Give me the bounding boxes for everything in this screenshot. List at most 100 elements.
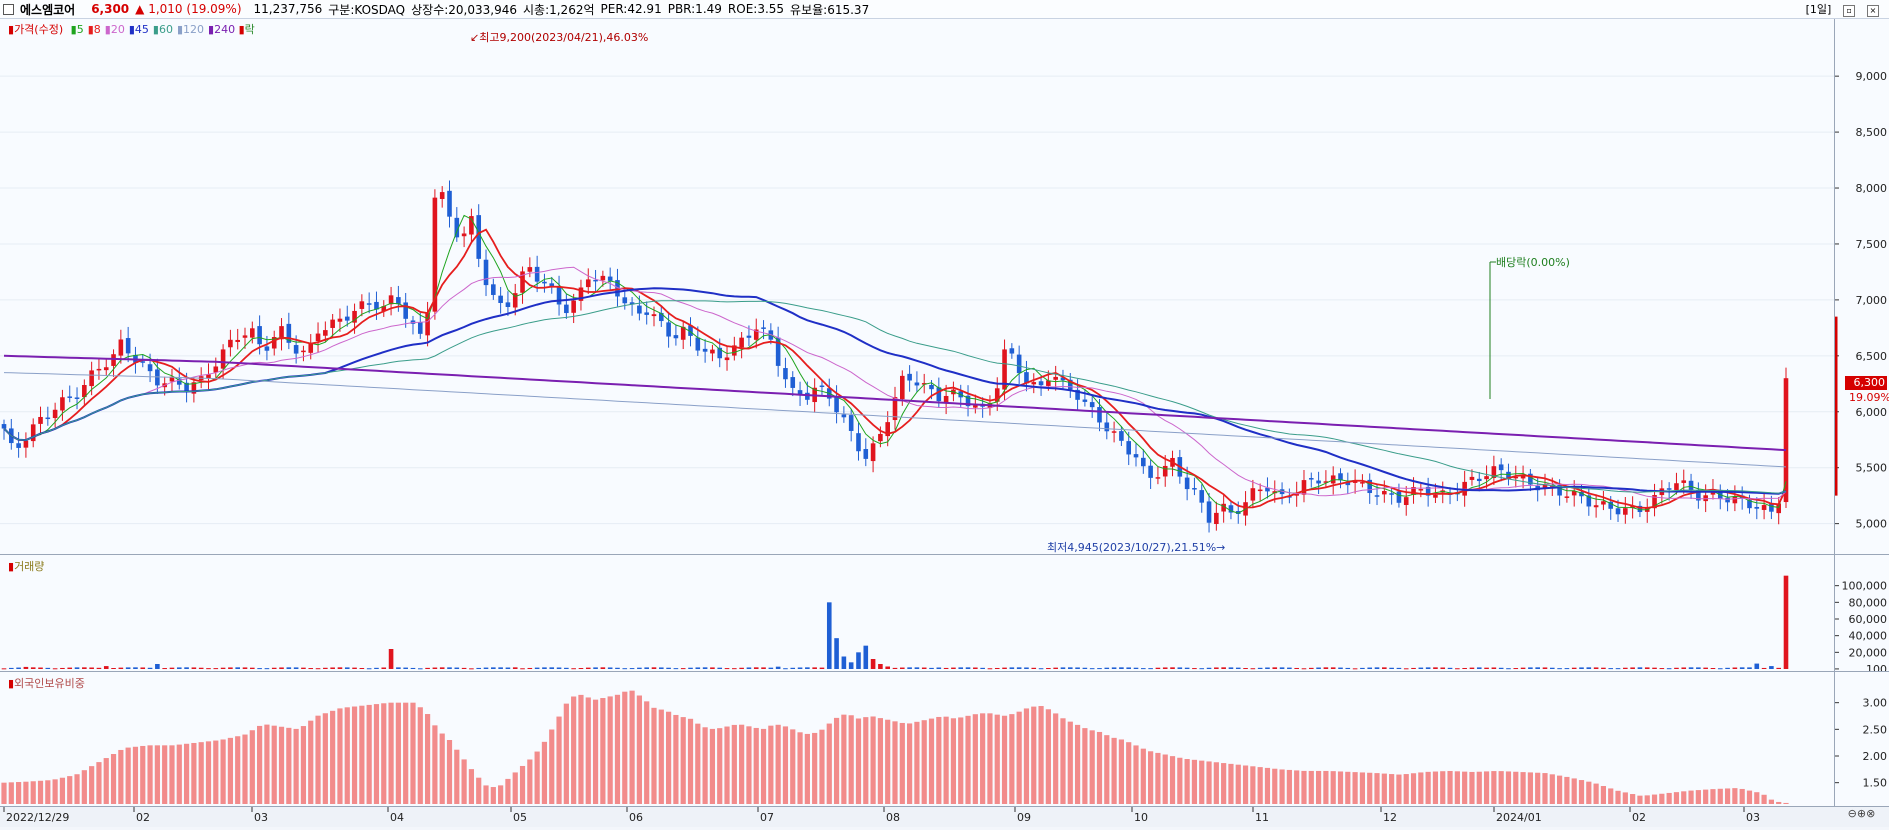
foreign-chart[interactable] <box>0 672 1834 806</box>
candle <box>819 380 825 395</box>
ma-legend-8: ▮8 <box>87 23 101 36</box>
volume-bar <box>52 668 58 670</box>
price-chart[interactable] <box>0 19 1834 554</box>
candle <box>410 315 416 335</box>
volume-chart[interactable] <box>0 555 1834 671</box>
candle <box>841 406 847 423</box>
restore-icon[interactable]: ▫ <box>1843 5 1856 17</box>
foreign-bar <box>1206 761 1212 804</box>
foreign-bar <box>1556 775 1563 804</box>
price-tick-label: 5,500 <box>1856 462 1888 475</box>
volume-bar <box>1126 667 1132 669</box>
candle <box>600 270 606 287</box>
low-label: 최저4,945(2023/10/27),21.51% <box>1047 541 1217 554</box>
volume-bar <box>257 668 262 670</box>
candle <box>38 406 43 436</box>
foreign-bar <box>439 733 445 804</box>
candle <box>520 266 525 304</box>
volume-bar <box>1206 667 1212 669</box>
candle <box>775 326 781 377</box>
volume-bar <box>359 667 365 669</box>
foreign-bar <box>395 702 401 804</box>
volume-bar <box>1776 667 1781 669</box>
foreign-bar <box>300 726 307 804</box>
foreign-bar <box>980 713 986 804</box>
volume-bar <box>1316 667 1321 669</box>
price-tick-label: 7,500 <box>1856 238 1888 251</box>
foreign-bar <box>1739 788 1745 804</box>
period-selector[interactable]: [1일] <box>1805 3 1832 16</box>
foreign-bar <box>1184 759 1190 804</box>
volume-bar <box>1323 667 1329 669</box>
volume-bar <box>921 667 927 669</box>
close-icon[interactable]: × <box>1867 5 1879 17</box>
volume-bar <box>1710 667 1716 669</box>
foreign-bar <box>592 699 599 804</box>
candle <box>739 331 744 359</box>
candle <box>1623 497 1628 524</box>
volume-bar <box>417 668 423 670</box>
foreign-bar <box>191 742 197 804</box>
candle <box>1345 472 1351 494</box>
candle <box>1009 343 1015 359</box>
candle <box>228 329 233 357</box>
volume-bar <box>1155 667 1161 669</box>
foreign-bar <box>1096 731 1103 804</box>
foreign-bar <box>1337 771 1344 804</box>
volume-bar <box>176 667 182 669</box>
candle <box>1228 500 1234 520</box>
volume-bar <box>863 645 869 669</box>
volume-bar <box>1243 668 1248 670</box>
foreign-bar <box>424 714 431 804</box>
volume-bar <box>1440 667 1446 669</box>
select-checkbox[interactable] <box>3 3 14 15</box>
price-tick-label: 6,000 <box>1856 406 1888 419</box>
zoom-controls[interactable]: ⊖⊕⊗ <box>1834 806 1889 827</box>
volume-bar <box>1761 667 1767 669</box>
candle <box>425 301 430 347</box>
foreign-bar <box>1644 795 1650 804</box>
volume-bar <box>900 667 905 669</box>
price-panel: ▮가격(수정) ▮5 ▮8 ▮20 ▮45 ▮60 ▮120 ▮240 ▮락 ↙최고9,20… <box>0 19 1834 555</box>
volume-bar <box>1542 667 1548 669</box>
volume-bar <box>1506 668 1511 670</box>
ma-60-line <box>3 300 1787 494</box>
foreign-bar <box>833 717 840 804</box>
candle <box>176 367 182 390</box>
foreign-bar <box>1374 773 1380 804</box>
volume-bar <box>1462 667 1467 669</box>
volume-tick-label: 60,000 <box>1849 613 1888 626</box>
volume-bar <box>1703 667 1708 669</box>
current-price-tag: 6,300 <box>1845 376 1887 390</box>
foreign-bar <box>366 704 372 804</box>
price-tick-label: 8,000 <box>1856 182 1888 195</box>
foreign-bar <box>527 759 533 804</box>
volume-bar <box>1425 667 1431 669</box>
foreign-bar <box>928 718 935 804</box>
low-annotation: 최저4,945(2023/10/27),21.51%→ <box>1047 541 1226 554</box>
candle <box>892 386 898 430</box>
foreign-bar <box>490 787 496 804</box>
volume-bar <box>374 667 379 669</box>
foreign-bar <box>45 780 51 804</box>
candle <box>1440 481 1446 504</box>
volume-bar <box>951 667 956 669</box>
ma-legend: ▮5 ▮8 ▮20 ▮45 ▮60 ▮120 ▮240 <box>67 23 235 36</box>
foreign-bar <box>432 725 438 804</box>
date-tick-label: 11 <box>1255 811 1269 824</box>
candle <box>564 293 569 319</box>
volume-bar <box>410 667 416 669</box>
volume-bar <box>1732 667 1738 669</box>
foreign-bar <box>585 697 591 804</box>
foreign-bar <box>1221 763 1227 804</box>
candle <box>1060 369 1066 389</box>
market-type: 구분:KOSDAQ <box>328 2 406 17</box>
candle <box>1389 486 1394 505</box>
foreign-bar <box>1454 771 1460 804</box>
volume-bar <box>352 667 357 669</box>
foreign-bar <box>885 719 891 804</box>
volume-bar <box>673 668 679 670</box>
date-tick-label: 08 <box>886 811 900 824</box>
volume-bar <box>1549 667 1555 669</box>
ma-legend-5: ▮5 <box>70 23 84 36</box>
